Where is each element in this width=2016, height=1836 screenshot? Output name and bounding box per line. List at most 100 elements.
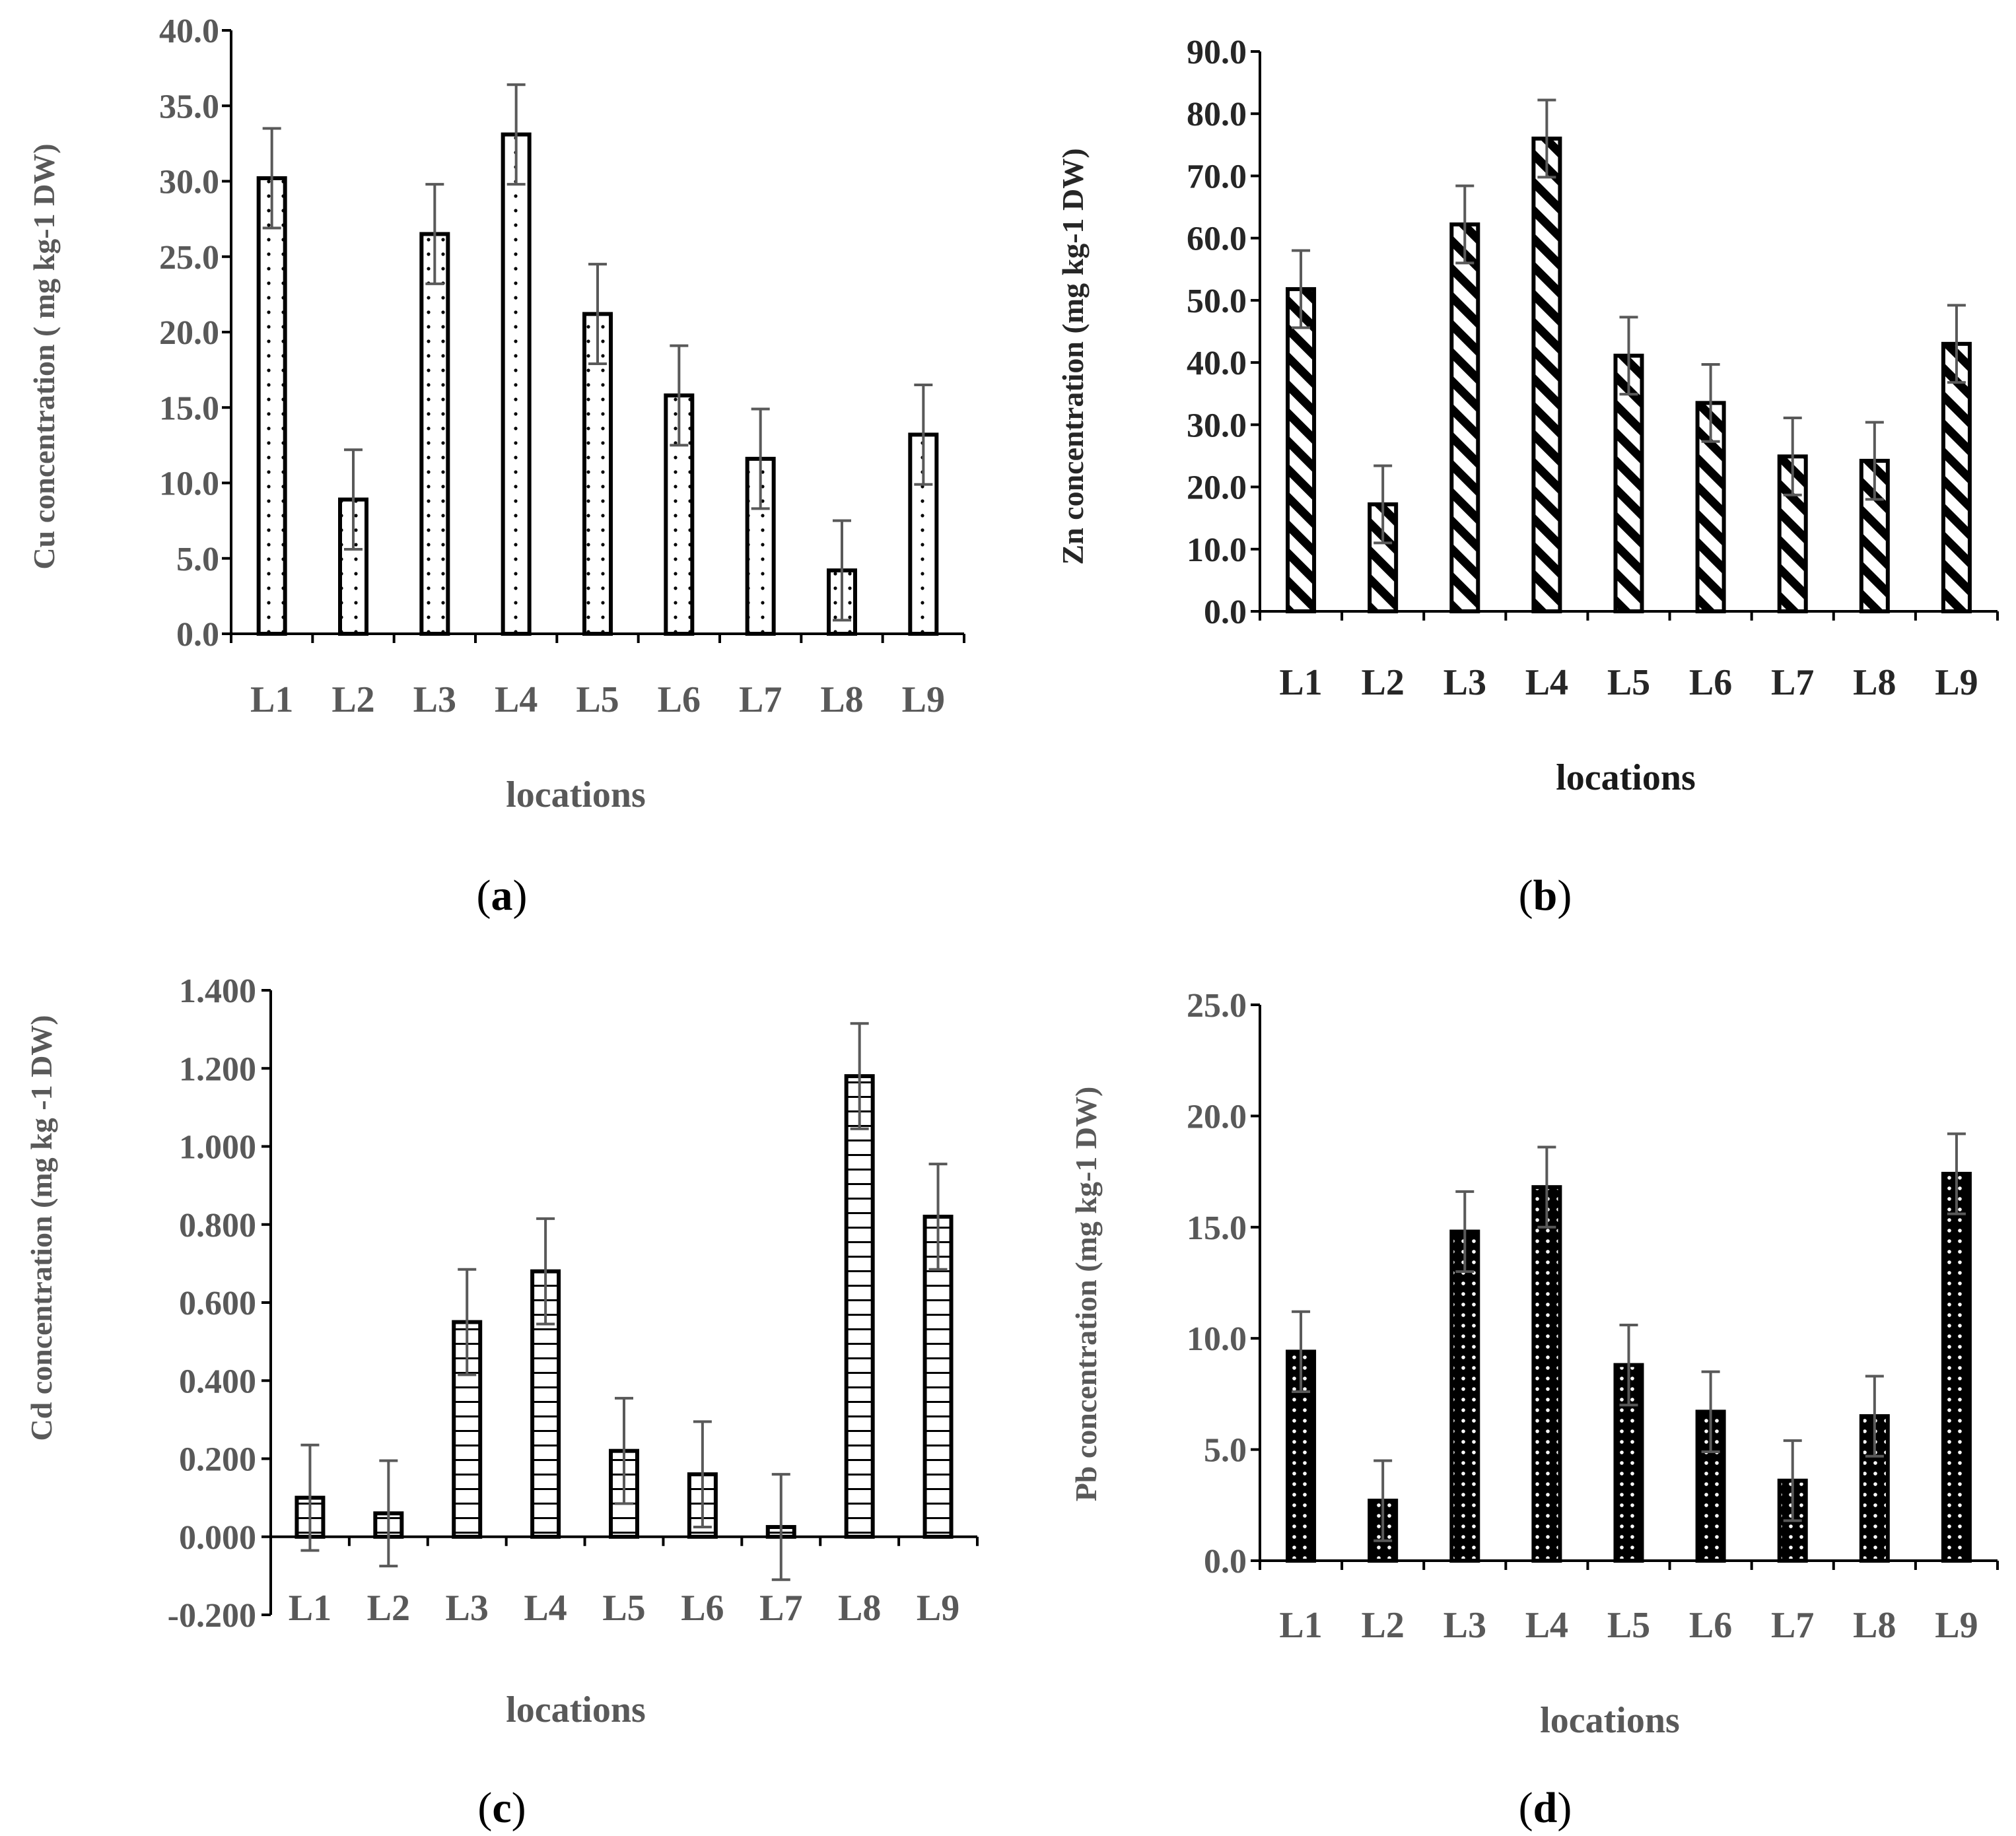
y-tick-label: 0.0 [1204,594,1247,631]
panel-label: (b) [1519,871,1572,920]
y-tick-label: -0.200 [168,1597,256,1635]
bar-L7 [745,456,776,636]
x-axis-label: locations [1540,1700,1680,1741]
x-tick-label-L1: L1 [1279,1605,1322,1646]
bar-L4 [1531,136,1562,613]
x-tick-label-L5: L5 [1607,662,1650,703]
bar-L5 [1613,353,1644,613]
y-tick-label: 0.200 [179,1441,256,1479]
panel-letter: a [491,871,513,920]
y-tick-label: 0.0 [1204,1543,1247,1581]
y-tick-label: 20.0 [1187,469,1247,507]
x-tick-label-L1: L1 [289,1588,331,1629]
x-tick-label-L4: L4 [1525,1605,1568,1646]
x-tick-label-L3: L3 [1443,1605,1486,1646]
x-tick-label-L9: L9 [902,679,945,720]
x-tick-label-L7: L7 [759,1588,802,1629]
y-axis-label: Cu concentration ( mg kg-1 DW) [27,143,61,569]
x-tick-label-L2: L2 [1361,662,1404,703]
x-tick-label-L4: L4 [1525,662,1568,703]
x-tick-label-L5: L5 [1607,1605,1650,1646]
x-tick-label-L7: L7 [1771,662,1814,703]
x-tick-label-L3: L3 [1443,662,1486,703]
y-tick-label: 1.400 [179,972,256,1010]
bar-L9 [908,432,939,636]
bar-L3 [1449,1229,1480,1563]
x-tick-label-L1: L1 [1279,662,1322,703]
x-tick-label-L5: L5 [602,1588,645,1629]
x-tick-label-L7: L7 [739,679,782,720]
bar-L8 [1859,458,1890,614]
chart-panel-b: Zn concentration (mg kg-1 DW) locations … [1056,34,1999,920]
y-tick-label: 20.0 [1187,1098,1247,1136]
y-tick-label: 70.0 [1187,158,1247,195]
x-tick-label-L5: L5 [576,679,619,720]
x-tick-label-L6: L6 [1689,1605,1732,1646]
bar-L3 [1449,222,1480,613]
y-tick-label: 20.0 [159,314,219,352]
bar-L9 [1941,341,1972,613]
x-tick-label-L2: L2 [331,679,374,720]
y-tick-label: 5.0 [1204,1432,1247,1470]
bar-L4 [1531,1185,1562,1563]
panel-letter: b [1533,871,1558,920]
bar-L8 [844,1074,875,1539]
x-tick-label-L3: L3 [446,1588,489,1629]
panel-letter: d [1533,1784,1558,1832]
bar-L1 [1286,287,1317,613]
bar-L1 [256,176,287,636]
x-tick-label-L3: L3 [413,679,456,720]
y-tick-label: 90.0 [1187,34,1247,71]
y-tick-label: 0.400 [179,1363,256,1400]
y-tick-label: 1.200 [179,1050,256,1088]
x-tick-label-L8: L8 [838,1588,881,1629]
y-tick-label: 0.0 [176,616,219,654]
y-tick-label: 30.0 [159,164,219,201]
x-tick-label-L9: L9 [1935,662,1978,703]
y-tick-label: 80.0 [1187,96,1247,133]
y-tick-label: 0.800 [179,1207,256,1244]
y-axis-label: Zn concentration (mg kg-1 DW) [1056,148,1090,564]
y-tick-label: 1.000 [179,1129,256,1167]
chart-panel-c: Cd concentration (mg kg -1 DW) locations… [24,972,979,1832]
x-tick-label-L7: L7 [1771,1605,1814,1646]
x-tick-label-L2: L2 [367,1588,410,1629]
y-tick-label: 30.0 [1187,407,1247,444]
bar-L4 [501,132,532,636]
x-tick-label-L6: L6 [1689,662,1732,703]
y-tick-label: 10.0 [159,465,219,503]
x-tick-label-L1: L1 [250,679,293,720]
x-axis-label: locations [1556,757,1696,798]
x-axis-label: locations [506,1689,646,1730]
x-axis-label: locations [506,774,646,815]
y-tick-label: 0.600 [179,1285,256,1322]
y-tick-label: 10.0 [1187,531,1247,569]
y-axis-label: Pb concentration (mg kg-1 DW) [1069,1087,1103,1502]
panel-letter: c [492,1784,511,1832]
x-tick-label-L6: L6 [658,679,701,720]
bar-L9 [1941,1171,1972,1563]
y-tick-label: 40.0 [159,13,219,50]
x-tick-label-L4: L4 [524,1588,567,1629]
x-tick-label-L4: L4 [495,679,538,720]
panel-label: (c) [477,1784,526,1832]
panel-label: (d) [1519,1784,1572,1832]
panel-label: (a) [477,871,528,920]
x-tick-label-L8: L8 [1853,1605,1896,1646]
chart-panel-d: Pb concentration (mg kg-1 DW) locations … [1069,987,1999,1832]
y-axis-label: Cd concentration (mg kg -1 DW) [24,1015,58,1441]
x-tick-label-L8: L8 [820,679,863,720]
bar-L3 [419,232,450,636]
y-tick-label: 15.0 [1187,1209,1247,1247]
x-tick-label-L9: L9 [1935,1605,1978,1646]
y-tick-label: 50.0 [1187,283,1247,320]
y-tick-label: 0.000 [179,1519,256,1557]
y-tick-label: 40.0 [1187,345,1247,382]
y-tick-label: 60.0 [1187,221,1247,258]
y-tick-label: 10.0 [1187,1320,1247,1358]
y-tick-label: 15.0 [159,390,219,427]
y-tick-label: 25.0 [159,239,219,277]
chart-panel-a: Cu concentration ( mg kg-1 DW) locations… [27,13,965,920]
y-tick-label: 25.0 [1187,987,1247,1025]
